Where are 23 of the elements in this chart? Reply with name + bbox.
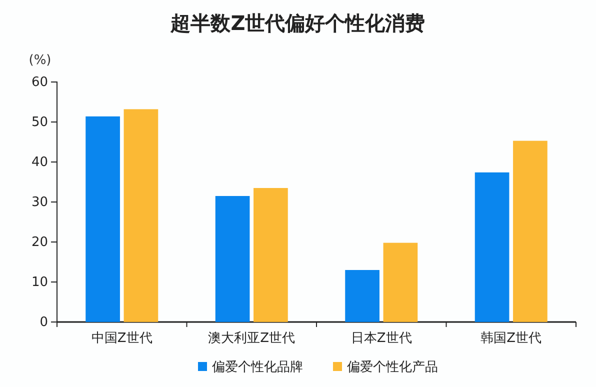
- x-tick-label: 韩国Z世代: [480, 330, 542, 346]
- y-tick-label: 10: [31, 275, 48, 290]
- legend-label: 偏爱个性化品牌: [212, 360, 303, 375]
- y-tick-label: 0: [40, 315, 48, 330]
- bar: [124, 109, 158, 322]
- bar: [254, 188, 288, 322]
- x-tick-label: 日本Z世代: [350, 330, 412, 346]
- bar: [513, 140, 548, 322]
- y-axis-title: (%): [28, 53, 52, 68]
- y-tick-label: 20: [31, 235, 48, 250]
- y-tick-label: 30: [31, 195, 48, 210]
- y-tick-label: 50: [31, 115, 48, 130]
- bar: [215, 196, 250, 322]
- bar: [474, 172, 510, 322]
- y-tick-label: 40: [31, 155, 48, 170]
- x-tick-label: 澳大利亚Z世代: [208, 330, 296, 346]
- bar: [383, 242, 418, 322]
- legend-label: 偏爱个性化产品: [347, 360, 438, 375]
- y-tick-label: 60: [31, 75, 48, 90]
- bar: [86, 116, 120, 322]
- bar: [345, 270, 380, 322]
- chart-title: 超半数Z世代偏好个性化消费: [170, 11, 426, 35]
- x-tick-label: 中国Z世代: [91, 330, 152, 346]
